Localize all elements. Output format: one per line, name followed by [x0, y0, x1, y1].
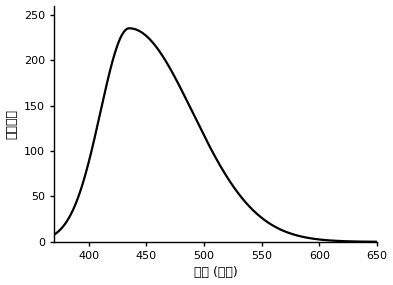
X-axis label: 波长 (纳米): 波长 (纳米) — [194, 266, 237, 280]
Y-axis label: 荧光强度: 荧光强度 — [6, 109, 18, 139]
